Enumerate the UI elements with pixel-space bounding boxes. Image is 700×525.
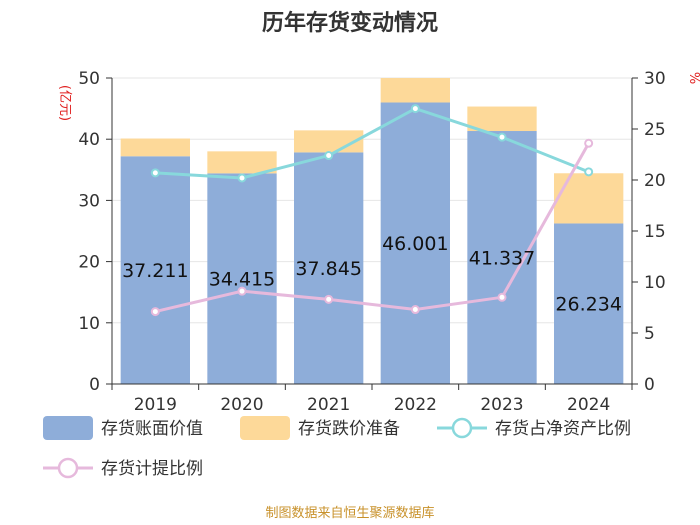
bar-存货账面价值-2020 xyxy=(207,173,277,384)
source-note: 制图数据来自恒生聚源数据库 xyxy=(265,505,434,521)
data-label: 26.234 xyxy=(555,294,621,316)
right-axis-unit: % xyxy=(686,72,700,84)
point-存货计提比例-2023 xyxy=(497,292,507,302)
point-存货计提比例-2024 xyxy=(584,138,594,148)
legend-label: 存货跌价准备 xyxy=(298,419,400,439)
point-存货计提比例-2019 xyxy=(150,307,160,317)
x-tick-label: 2021 xyxy=(307,395,350,415)
bar-存货跌价准备-2023 xyxy=(467,106,537,132)
data-label: 37.211 xyxy=(122,260,188,282)
bar-series xyxy=(120,77,624,384)
legend-swatch-marker xyxy=(451,417,473,439)
point-存货计提比例-2022 xyxy=(410,305,420,315)
line-series xyxy=(150,104,594,317)
legend-swatch-marker xyxy=(57,457,79,479)
data-label: 34.415 xyxy=(209,269,275,291)
right-axis: 0 5 10 15 20 25 30 xyxy=(631,69,666,395)
bar-存货跌价准备-2024 xyxy=(554,173,624,224)
point-存货占净资产比例-2020 xyxy=(237,173,247,183)
bar-存货跌价准备-2019 xyxy=(120,138,190,157)
bar-存货账面价值-2019 xyxy=(120,156,190,384)
data-labels: 37.211 34.415 37.845 46.001 41.337 26.234 xyxy=(122,233,622,315)
x-tick-label: 2020 xyxy=(220,395,263,415)
point-存货计提比例-2021 xyxy=(324,294,334,304)
bar-存货跌价准备-2022 xyxy=(380,77,450,103)
right-tick-label: 5 xyxy=(644,324,655,344)
left-axis-unit: (亿元) xyxy=(57,85,72,121)
left-tick-label: 40 xyxy=(78,130,100,150)
data-label: 41.337 xyxy=(469,248,535,270)
right-tick-label: 15 xyxy=(644,222,666,242)
point-存货占净资产比例-2022 xyxy=(410,104,420,114)
chart-title: 历年存货变动情况 xyxy=(262,10,438,36)
x-axis: 2019 2020 2021 2022 2023 2024 xyxy=(111,383,633,415)
line-存货计提比例 xyxy=(154,142,590,314)
right-tick-label: 25 xyxy=(644,120,666,140)
bar-存货账面价值-2024 xyxy=(554,223,624,384)
right-tick-label: 20 xyxy=(644,171,666,191)
legend-swatch xyxy=(43,416,93,440)
data-label: 46.001 xyxy=(382,233,448,255)
left-tick-label: 20 xyxy=(78,253,100,273)
left-tick-label: 0 xyxy=(89,375,100,395)
point-存货占净资产比例-2019 xyxy=(150,168,160,178)
line-存货占净资产比例 xyxy=(155,106,590,180)
bar-存货跌价准备-2020 xyxy=(207,151,277,174)
legend-label: 存货计提比例 xyxy=(101,459,203,479)
x-tick-label: 2023 xyxy=(480,395,523,415)
left-axis: 0 10 20 30 40 50 xyxy=(78,69,113,395)
bar-存货账面价值-2022 xyxy=(380,102,450,384)
legend-label: 存货账面价值 xyxy=(101,419,203,439)
legend-label: 存货占净资产比例 xyxy=(495,419,631,439)
legend-swatch xyxy=(240,416,290,440)
data-label: 37.845 xyxy=(295,258,361,280)
x-tick-label: 2019 xyxy=(134,395,177,415)
point-存货占净资产比例-2024 xyxy=(584,167,594,177)
point-存货计提比例-2020 xyxy=(237,286,247,296)
left-tick-label: 30 xyxy=(78,191,100,211)
bar-存货账面价值-2021 xyxy=(294,152,364,384)
point-存货占净资产比例-2021 xyxy=(324,151,334,161)
left-tick-label: 10 xyxy=(78,314,100,334)
left-tick-label: 50 xyxy=(78,69,100,89)
point-存货占净资产比例-2023 xyxy=(497,132,507,142)
x-tick-label: 2022 xyxy=(394,395,437,415)
right-tick-label: 30 xyxy=(644,69,666,89)
right-tick-label: 10 xyxy=(644,273,666,293)
right-tick-label: 0 xyxy=(644,375,655,395)
x-tick-label: 2024 xyxy=(567,395,610,415)
